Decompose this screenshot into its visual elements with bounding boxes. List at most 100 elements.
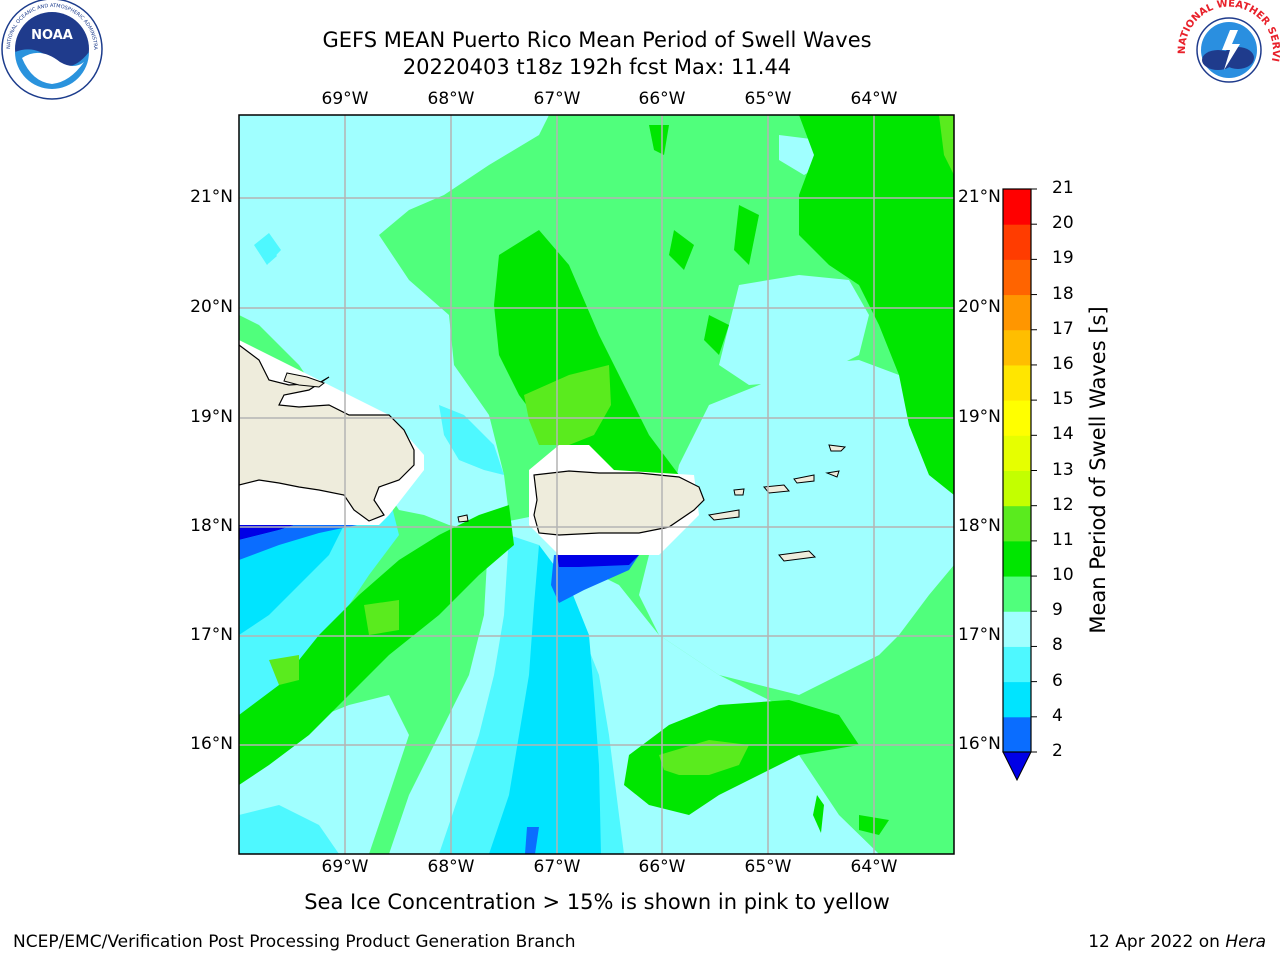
colorbar-tick-label-14: 14	[1052, 424, 1074, 445]
lon-label-top-65w: 65°W	[744, 89, 792, 109]
colorbar-bin-20-21	[1003, 189, 1031, 225]
lat-label-right-21n: 21°N	[958, 187, 1001, 207]
contour-10-11-southwest-band	[239, 505, 514, 785]
colorbar-tick-label-9: 9	[1052, 600, 1063, 621]
lat-label-right-17n: 17°N	[958, 625, 1001, 645]
colorbar	[1002, 188, 1037, 782]
colorbar-bin-6-8	[1003, 646, 1031, 683]
lat-label-left-20n: 20°N	[190, 297, 233, 317]
st-croix-island	[778, 550, 817, 562]
virgin-islands-4	[825, 470, 840, 478]
lon-label-top-69w: 69°W	[321, 89, 369, 109]
colorbar-tick-label-11: 11	[1052, 529, 1074, 550]
colorbar-bin-17-18	[1003, 294, 1031, 331]
sea-ice-caption: Sea Ice Concentration > 15% is shown in …	[304, 890, 890, 914]
lon-label-top-68w: 68°W	[427, 89, 475, 109]
contour-11-12-central	[524, 365, 611, 445]
lon-label-top-67w: 67°W	[533, 89, 581, 109]
colorbar-tick-label-2: 2	[1052, 741, 1063, 761]
contour-8-9-mideast-patch	[719, 275, 869, 385]
lon-label-bottom-64w: 64°W	[850, 857, 898, 877]
lon-label-top-66w: 66°W	[638, 89, 686, 109]
lat-label-left-21n: 21°N	[190, 187, 233, 207]
hispaniola-land	[239, 344, 415, 522]
contour-10-11-patch-1	[704, 315, 729, 355]
mona-island	[457, 514, 469, 523]
footer-credit: NCEP/EMC/Verification Post Processing Pr…	[13, 932, 576, 952]
contour-10-11-patch-3	[669, 230, 694, 270]
contour-10-11-north	[494, 230, 689, 495]
svg-text:NOAA: NOAA	[31, 28, 73, 43]
lon-label-bottom-69w: 69°W	[321, 857, 369, 877]
contour-6-8-southwest-low	[239, 805, 339, 854]
lat-label-left-17n: 17°N	[190, 625, 233, 645]
contour-10-11-northeast	[799, 115, 954, 495]
colorbar-bin-10-11	[1003, 540, 1031, 577]
contour-11-12-southwest-2	[364, 600, 399, 635]
hispaniola-north-island	[283, 372, 326, 388]
contour-11-12-southwest	[269, 655, 299, 685]
nws-logo: NATIONAL WEATHER SERVICE	[1174, 0, 1280, 98]
colorbar-tick-label-12: 12	[1052, 494, 1074, 515]
colorbar-tick-label-10: 10	[1052, 565, 1074, 586]
colorbar-tick-label-20: 20	[1052, 213, 1074, 234]
colorbar-tick-label-19: 19	[1052, 248, 1074, 269]
colorbar-bin-13-14	[1003, 435, 1031, 471]
colorbar-bin-16-17	[1003, 329, 1031, 366]
vieques-island	[707, 509, 740, 521]
swell-period-map	[238, 114, 955, 855]
contour-10-11-patch-4	[813, 795, 824, 833]
colorbar-bin-19-20	[1003, 224, 1031, 260]
contour-10-11-patch-2	[734, 205, 759, 265]
contour-4-6-patch-north	[264, 248, 277, 263]
graticule	[239, 115, 954, 854]
map-title: GEFS MEAN Puerto Rico Mean Period of Swe…	[322, 28, 872, 52]
lat-label-right-16n: 16°N	[958, 734, 1001, 754]
contour-11-12-northeast-edge	[939, 115, 954, 175]
footer-date-text: 12 Apr 2022 on	[1088, 932, 1226, 952]
colorbar-tick-label-4: 4	[1052, 705, 1063, 726]
map-frame	[238, 114, 955, 855]
colorbar-tick-label-15: 15	[1052, 389, 1074, 410]
lat-label-right-20n: 20°N	[958, 297, 1001, 317]
footer-date: 12 Apr 2022 on Hera	[1088, 932, 1266, 952]
colorbar-bin-2-4	[1003, 716, 1031, 753]
colorbar-tick-label-8: 8	[1052, 635, 1063, 656]
colorbar-tick-label-17: 17	[1052, 318, 1074, 339]
colorbar-bin-12-13	[1003, 470, 1031, 507]
colorbar-title: Mean Period of Swell Waves [s]	[1086, 306, 1110, 634]
colorbar-min-extension	[1002, 751, 1032, 782]
contour-2-4-southpatch	[525, 827, 539, 854]
lon-label-bottom-65w: 65°W	[744, 857, 792, 877]
contour-below-2-central	[557, 555, 639, 567]
lat-label-right-18n: 18°N	[958, 516, 1001, 536]
colorbar-bin-11-12	[1003, 505, 1031, 542]
colorbar-bin-9-10	[1003, 576, 1031, 612]
colorbar-tick-label-6: 6	[1052, 670, 1063, 691]
lat-label-left-19n: 19°N	[190, 407, 233, 427]
colorbar-bin-8-9	[1003, 611, 1031, 647]
contour-4-6-central	[489, 545, 601, 854]
lat-label-left-16n: 16°N	[190, 734, 233, 754]
colorbar-bin-4-6	[1003, 681, 1031, 718]
lon-label-top-64w: 64°W	[850, 89, 898, 109]
colorbar-bin-18-19	[1003, 259, 1031, 296]
contour-11-12-south	[659, 740, 749, 775]
colorbar-bin-14-15	[1003, 400, 1031, 436]
lat-label-left-18n: 18°N	[190, 516, 233, 536]
virgin-islands-3	[793, 474, 815, 484]
colorbar-tick-label-13: 13	[1052, 459, 1074, 480]
colorbar-tick-label-21: 21	[1052, 178, 1074, 198]
colorbar-bin-15-16	[1003, 364, 1031, 401]
contour-6-8-monapassage	[439, 405, 504, 475]
noaa-logo: NOAA NATIONAL OCEANIC AND ATMOSPHERIC AD…	[0, 0, 103, 100]
lon-label-bottom-67w: 67°W	[533, 857, 581, 877]
lat-label-right-19n: 19°N	[958, 407, 1001, 427]
map-subtitle: 20220403 t18z 192h fcst Max: 11.44	[402, 55, 792, 79]
lon-label-bottom-68w: 68°W	[427, 857, 475, 877]
colorbar-tick-label-16: 16	[1052, 353, 1074, 374]
footer-host: Hera	[1225, 932, 1266, 952]
virgin-islands-1	[733, 488, 745, 496]
lon-label-bottom-66w: 66°W	[638, 857, 686, 877]
virgin-islands-5	[828, 444, 847, 452]
